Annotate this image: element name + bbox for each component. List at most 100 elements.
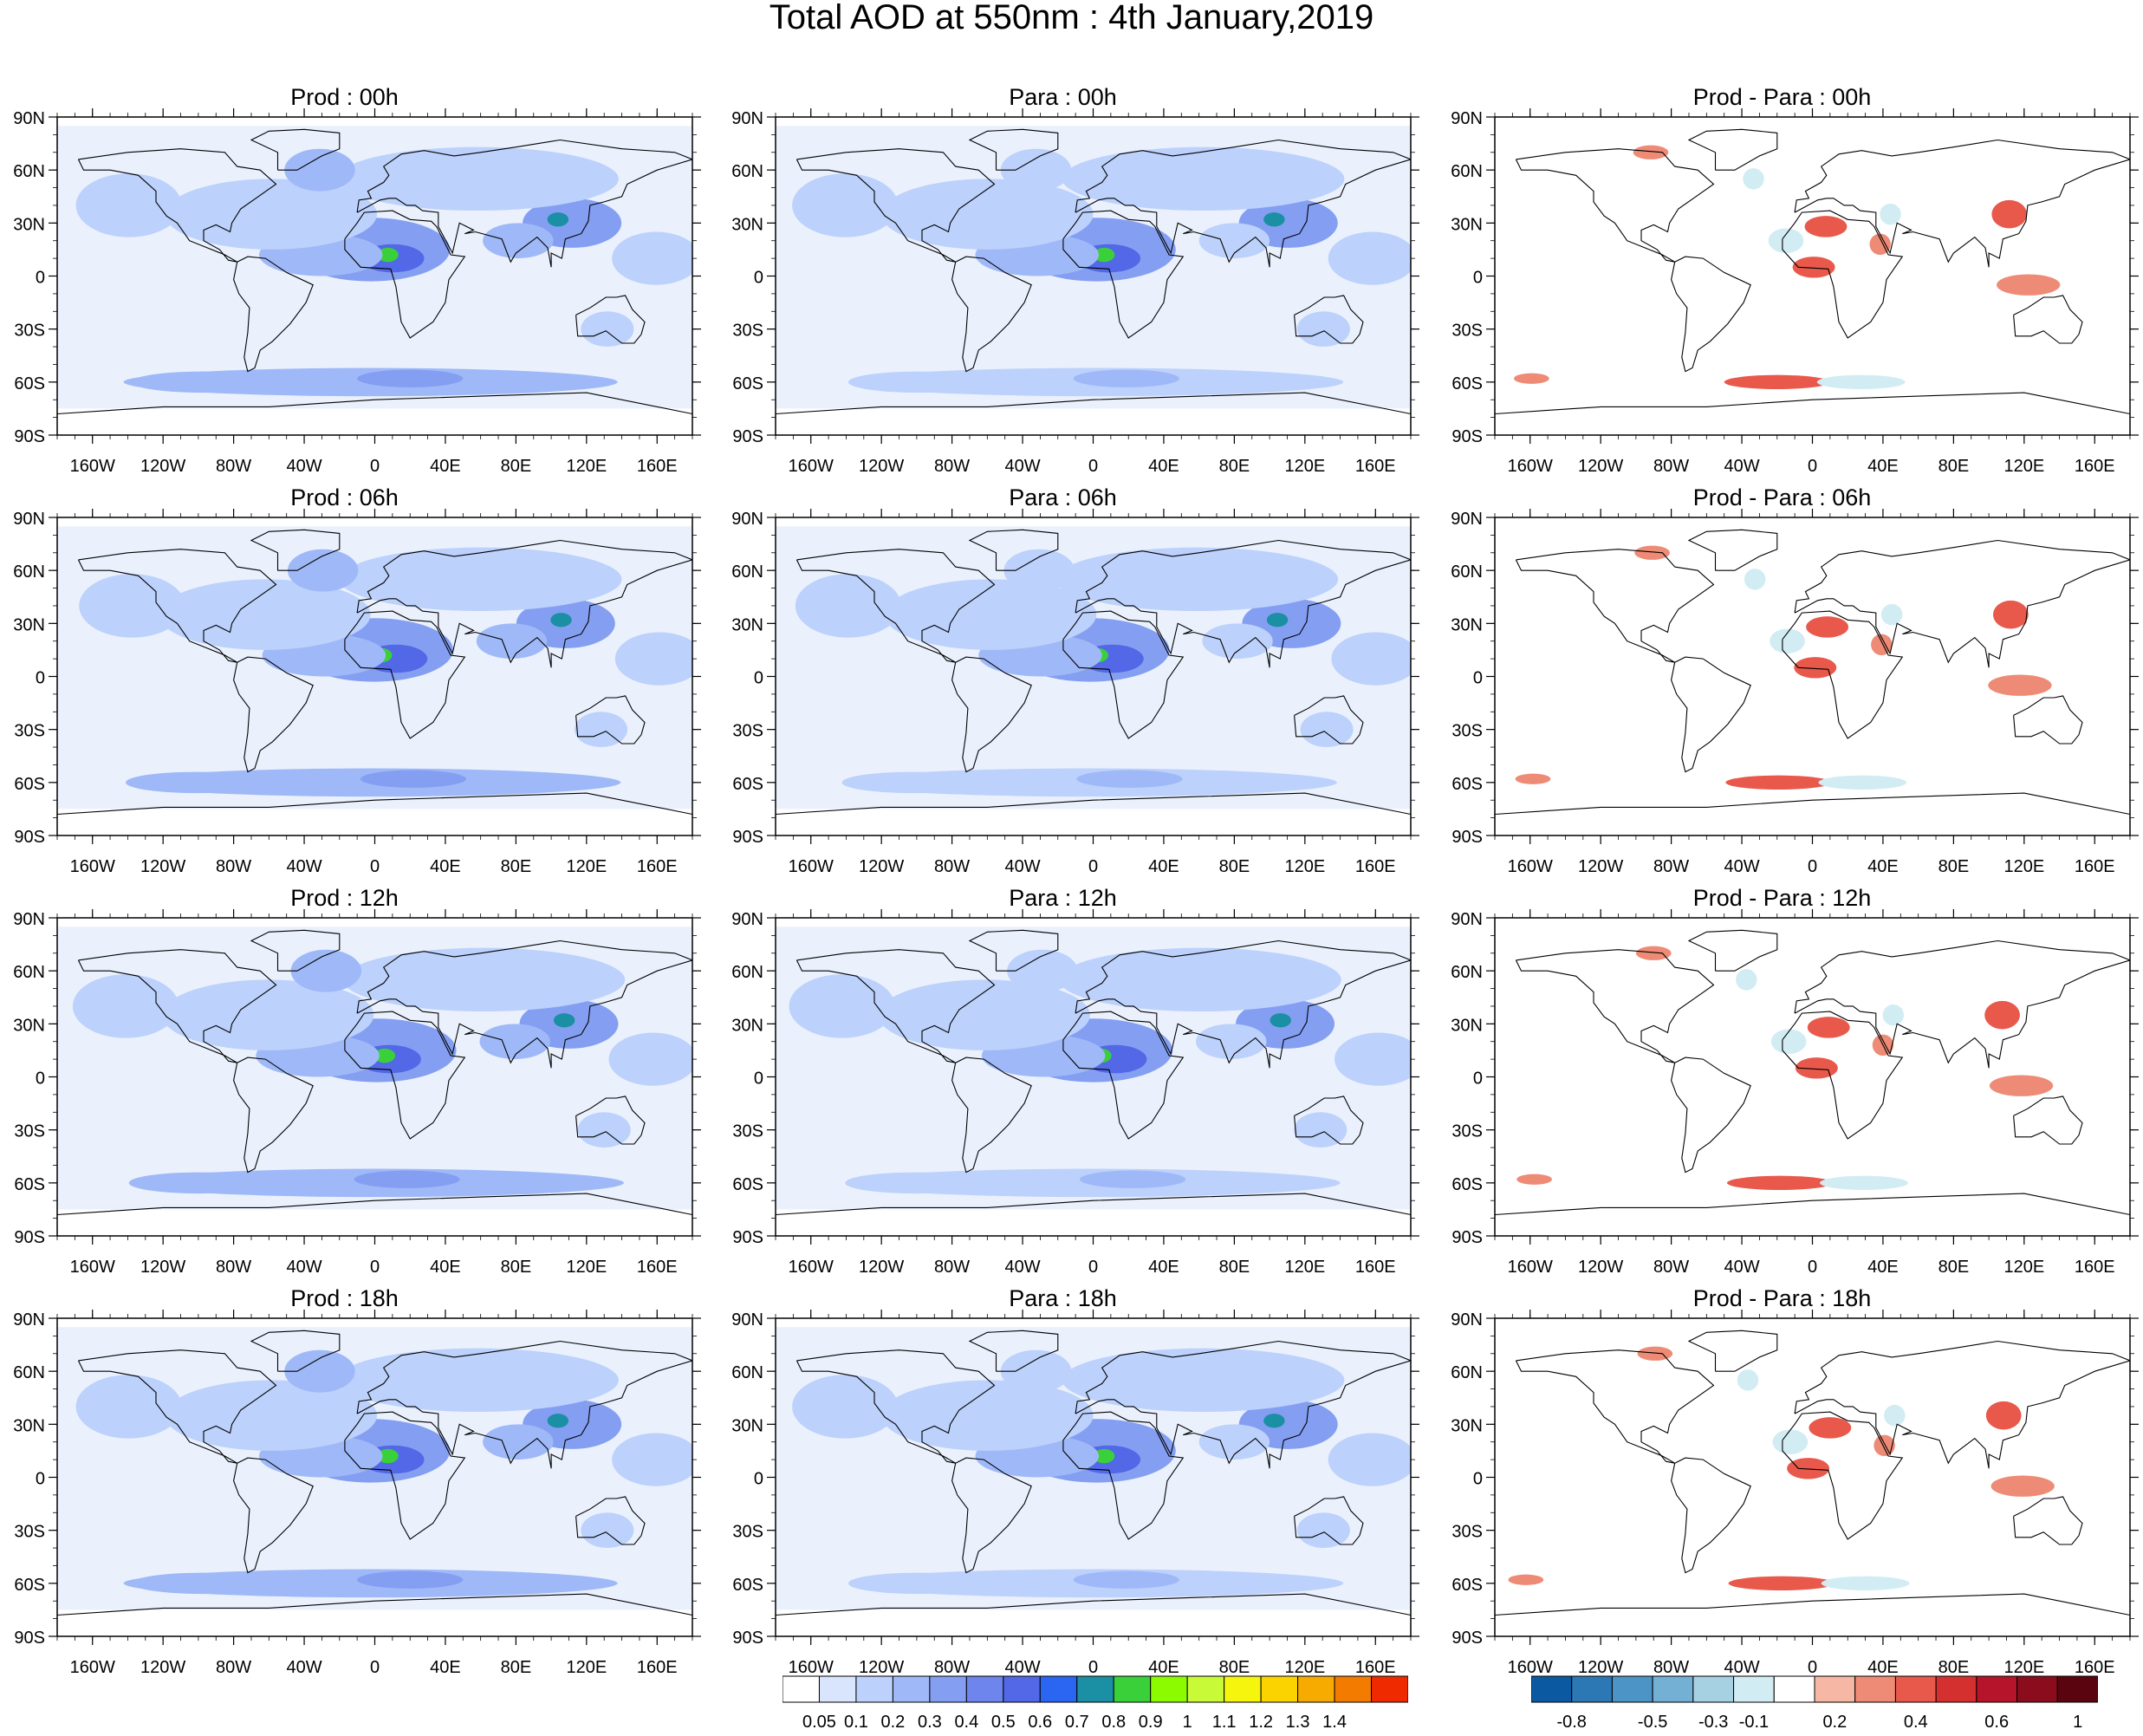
coastline (1075, 139, 1411, 268)
latitude-tick-label: 90S (732, 1629, 763, 1648)
longitude-tick-label: 40E (1148, 1258, 1179, 1277)
coastline (951, 256, 1032, 373)
longitude-tick-label: 80E (1219, 857, 1250, 876)
latitude-tick-label: 0 (36, 1070, 45, 1089)
longitude-tick-label: 160E (1355, 1658, 1396, 1677)
latitude-tick-label: 30N (13, 215, 45, 234)
aod-field-patch (1202, 623, 1273, 660)
longitude-tick-label: 0 (370, 857, 380, 876)
latitude-tick-label: 60N (731, 162, 763, 181)
aod-field-patch (165, 1380, 377, 1451)
aod-field-patch (847, 371, 990, 393)
aod-field-patch (841, 771, 984, 794)
coastline (233, 1057, 314, 1174)
longitude-tick-label: 80W (934, 1258, 970, 1277)
latitude-tick-label: 60N (13, 162, 45, 181)
longitude-tick-label: 120E (1284, 1258, 1325, 1277)
aod-field-patch (845, 1172, 987, 1194)
aod-field-patch (1296, 311, 1350, 348)
longitude-tick-label: 120E (2003, 857, 2044, 876)
latitude-tick-label: 30S (1451, 322, 1483, 341)
latitude-tick-label: 60S (1451, 775, 1483, 794)
coastline (968, 128, 1059, 171)
aod-field-patch (1007, 949, 1078, 992)
coastline (57, 1193, 692, 1216)
longitude-tick-label: 80W (216, 857, 251, 876)
longitude-tick-label: 120E (2003, 1658, 2044, 1677)
colorbar-tick-label: 1 (1183, 1713, 1192, 1732)
aod-field-patch (284, 148, 355, 192)
map-panel: Para : 12h 90N 60N 30N 0 30S 60S 90S 160W 120W 80W… (715, 885, 1428, 1301)
latitude-tick-label: 60S (732, 374, 763, 393)
longitude-tick-label: 120E (566, 857, 607, 876)
colorbar-swatch (1935, 1675, 1977, 1703)
aod-field-patch (336, 146, 619, 211)
longitude-tick-label: 40E (430, 1258, 461, 1277)
longitude-tick-label: 80E (501, 1258, 532, 1277)
colorbar-swatch (1039, 1675, 1078, 1703)
longitude-tick-label: 40E (1867, 857, 1899, 876)
colorbar-tick-label: 1.1 (1212, 1713, 1237, 1732)
difference-field-patch (1725, 775, 1832, 790)
latitude-tick-label: 30S (1451, 1523, 1483, 1542)
latitude-tick-label: 30S (732, 722, 763, 741)
difference-field-patch (1508, 1574, 1544, 1585)
latitude-tick-label: 30N (1451, 1416, 1483, 1435)
longitude-tick-label: 40W (286, 857, 321, 876)
latitude-tick-label: 90N (731, 1310, 763, 1330)
latitude-tick-label: 30S (1451, 722, 1483, 741)
aod-field-patch (126, 771, 267, 794)
map-panel: Para : 00h 90N 60N 30N 0 30S 60S 90S 160W 120W 80W… (715, 84, 1428, 500)
longitude-tick-label: 160E (637, 457, 678, 476)
coastline (1495, 1593, 2130, 1616)
colorbar-tick-label: 0.4 (954, 1713, 978, 1732)
coastline (57, 1593, 692, 1616)
colorbar-swatch (1531, 1675, 1573, 1703)
panel-title: Para : 18h (1009, 1285, 1117, 1311)
aod-field-patch (1055, 547, 1339, 612)
coastline (250, 1330, 341, 1372)
longitude-tick-label: 160W (70, 857, 115, 876)
coastline (951, 1057, 1032, 1174)
coastline (1075, 539, 1411, 668)
colorbar-tick-label: 1.2 (1249, 1713, 1273, 1732)
latitude-tick-label: 90S (14, 427, 45, 446)
aod-field-patch (1198, 223, 1270, 259)
colorbar-swatch (1150, 1675, 1188, 1703)
coastline (1294, 295, 1364, 344)
longitude-tick-label: 40W (1004, 457, 1040, 476)
coastline (1495, 392, 2130, 415)
coastline (1062, 1411, 1185, 1540)
longitude-tick-label: 80W (1653, 1658, 1689, 1677)
aod-field-patch (165, 179, 377, 250)
latitude-tick-label: 90S (14, 1228, 45, 1247)
coastline (233, 256, 314, 373)
aod-field-patch (1058, 947, 1341, 1012)
longitude-tick-label: 80E (1219, 1658, 1250, 1677)
colorbar-swatch (1976, 1675, 2018, 1703)
aod-field-patch (161, 979, 374, 1050)
longitude-tick-label: 80W (216, 1258, 251, 1277)
coastline (796, 1349, 996, 1464)
aod-field-patch (132, 371, 274, 393)
difference-field-patch (1737, 1369, 1759, 1391)
aod-field-patch (612, 231, 692, 285)
map-canvas: 90N 60N 30N 0 30S 60S 90S 160W 120W 80W 40W 0 40E 80E… (731, 909, 1419, 1277)
longitude-tick-label: 120E (1284, 857, 1325, 876)
aod-field-patch (577, 1112, 631, 1148)
longitude-tick-label: 80W (1653, 1258, 1689, 1277)
colorbar-tick-label: -0.1 (1739, 1713, 1769, 1732)
aod-field-patch (1076, 770, 1183, 788)
longitude-tick-label: 80E (501, 457, 532, 476)
colorbar-swatch (855, 1675, 893, 1703)
aod-field-patch (290, 949, 362, 992)
difference-field-patch (1635, 946, 1672, 960)
latitude-tick-label: 90S (14, 828, 45, 847)
latitude-tick-label: 30N (731, 215, 763, 234)
longitude-tick-label: 120E (566, 1658, 607, 1677)
colorbar-swatch (1854, 1675, 1896, 1703)
coastline (796, 949, 996, 1063)
panel-title: Prod - Para : 18h (1692, 1285, 1872, 1311)
colorbar-swatch (1224, 1675, 1262, 1703)
difference-field-patch (1997, 274, 2061, 296)
